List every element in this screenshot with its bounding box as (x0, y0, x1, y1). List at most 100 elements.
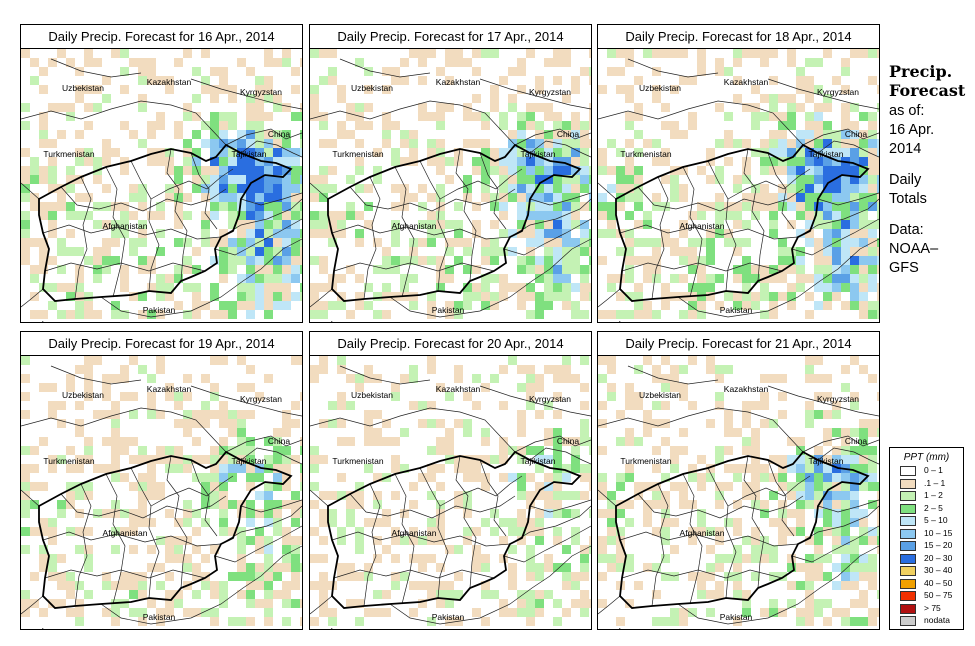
precip-cell (300, 112, 302, 121)
precip-cell (733, 464, 742, 473)
precip-cell (337, 94, 346, 103)
precip-cell (571, 76, 580, 85)
precip-cell (544, 590, 553, 599)
precip-cell (778, 112, 787, 121)
precip-cell (616, 617, 625, 626)
precip-cell (634, 193, 643, 202)
precip-cell (508, 563, 517, 572)
precip-cell (616, 166, 625, 175)
precip-cell (373, 148, 382, 157)
precip-cell (183, 238, 192, 247)
precip-cell (364, 121, 373, 130)
precip-cell (643, 139, 652, 148)
precip-cell (490, 455, 499, 464)
precip-cell (814, 256, 823, 265)
precip-cell (697, 509, 706, 518)
precip-cell (544, 274, 553, 283)
precip-cell (778, 202, 787, 211)
country-border (627, 58, 719, 78)
precip-cell (120, 572, 129, 581)
precip-cell (571, 265, 580, 274)
province-border (727, 475, 811, 507)
precip-cell (174, 554, 183, 563)
country-border (627, 365, 719, 385)
precip-cell (715, 301, 724, 310)
precip-cell (661, 554, 670, 563)
province-border (190, 459, 218, 537)
precip-cell (346, 112, 355, 121)
precip-cell (589, 536, 591, 545)
precip-cell (246, 175, 255, 184)
precip-cell (355, 157, 364, 166)
country-border (479, 385, 591, 417)
precip-cell (391, 536, 400, 545)
precip-cell (300, 356, 302, 365)
precip-cell (319, 301, 328, 310)
precip-cell (472, 112, 481, 121)
precip-cell (832, 274, 841, 283)
precip-cell (373, 491, 382, 500)
precip-cell (273, 473, 282, 482)
precip-cell (553, 274, 562, 283)
precip-cell (174, 58, 183, 67)
precip-cell (111, 473, 120, 482)
precip-cell (652, 482, 661, 491)
precip-cell (562, 365, 571, 374)
precip-cell (661, 283, 670, 292)
precip-cell (210, 581, 219, 590)
precip-cell (165, 148, 174, 157)
precip-cell (625, 247, 634, 256)
precip-cell (472, 563, 481, 572)
precip-cell (409, 581, 418, 590)
precip-cell (679, 247, 688, 256)
country-label-kyrgyzstan: Kyrgyzstan (240, 87, 282, 97)
precip-cell (751, 572, 760, 581)
precip-cell (634, 202, 643, 211)
precip-cell (724, 157, 733, 166)
precip-cell (859, 139, 868, 148)
precip-cell (670, 617, 679, 626)
precip-cell (418, 599, 427, 608)
precip-cell (174, 202, 183, 211)
precip-cell (481, 193, 490, 202)
precip-cell (526, 112, 535, 121)
precip-cell (291, 265, 300, 274)
precip-cell (463, 428, 472, 437)
precip-cell (445, 157, 454, 166)
precip-cell (346, 500, 355, 509)
precip-cell (264, 455, 273, 464)
precip-cell (850, 509, 859, 518)
precip-cell (138, 491, 147, 500)
precip-cell (310, 94, 319, 103)
precip-cell (751, 455, 760, 464)
precip-cell (93, 103, 102, 112)
precip-cell (823, 193, 832, 202)
precip-cell (841, 67, 850, 76)
precip-cell (264, 130, 273, 139)
precip-cell (733, 590, 742, 599)
precip-cell (823, 392, 832, 401)
precip-cell (264, 274, 273, 283)
precip-cell (868, 563, 877, 572)
precip-cell (237, 283, 246, 292)
precip-cell (652, 446, 661, 455)
precip-cell (490, 94, 499, 103)
precip-cell (571, 202, 580, 211)
precip-cell (877, 139, 879, 148)
precip-cell (291, 536, 300, 545)
precip-cell (805, 401, 814, 410)
precip-cell (210, 455, 219, 464)
precip-cell (192, 563, 201, 572)
precip-cell (832, 428, 841, 437)
precip-cell (517, 130, 526, 139)
country-label-tajikistan: Tajikistan (521, 149, 556, 159)
precip-cell (706, 545, 715, 554)
precip-cell (643, 410, 652, 419)
precip-cell (661, 491, 670, 500)
precip-cell (616, 148, 625, 157)
precip-cell (84, 455, 93, 464)
precip-cell (751, 446, 760, 455)
precip-cell (201, 401, 210, 410)
precip-cell (679, 184, 688, 193)
